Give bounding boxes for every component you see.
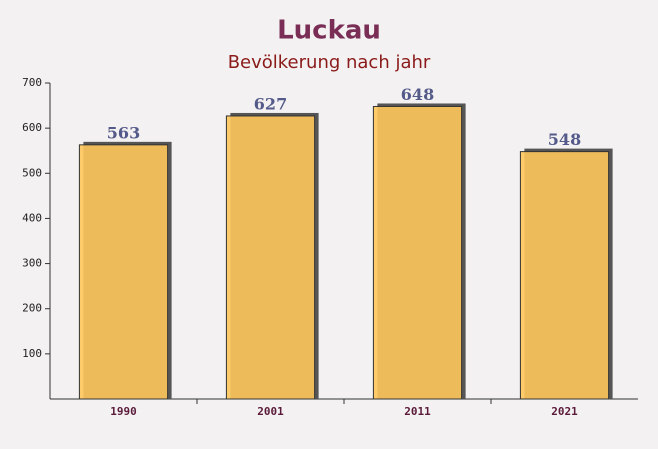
y-tick-label: 400: [22, 211, 42, 224]
bar: [519, 151, 610, 400]
value-label: 627: [254, 94, 287, 113]
y-tick-label: 200: [22, 302, 42, 315]
y-tick-label: 700: [22, 76, 42, 89]
y-tick-label: 500: [22, 166, 42, 179]
chart-title: Luckau: [277, 16, 381, 46]
y-tick-label: 300: [22, 257, 42, 270]
bar: [372, 105, 463, 400]
bar: [78, 144, 169, 400]
value-label: 648: [401, 85, 434, 104]
y-tick-label: 600: [22, 121, 42, 134]
y-tick-label: 100: [22, 347, 42, 360]
bar: [225, 115, 316, 400]
x-tick-label: 2011: [404, 405, 431, 418]
value-label: 548: [548, 130, 581, 149]
x-tick-label: 2021: [551, 405, 578, 418]
x-tick-label: 1990: [110, 405, 137, 418]
chart-subtitle: Bevölkerung nach jahr: [228, 52, 431, 73]
x-tick-label: 2001: [257, 405, 284, 418]
value-label: 563: [107, 123, 140, 142]
